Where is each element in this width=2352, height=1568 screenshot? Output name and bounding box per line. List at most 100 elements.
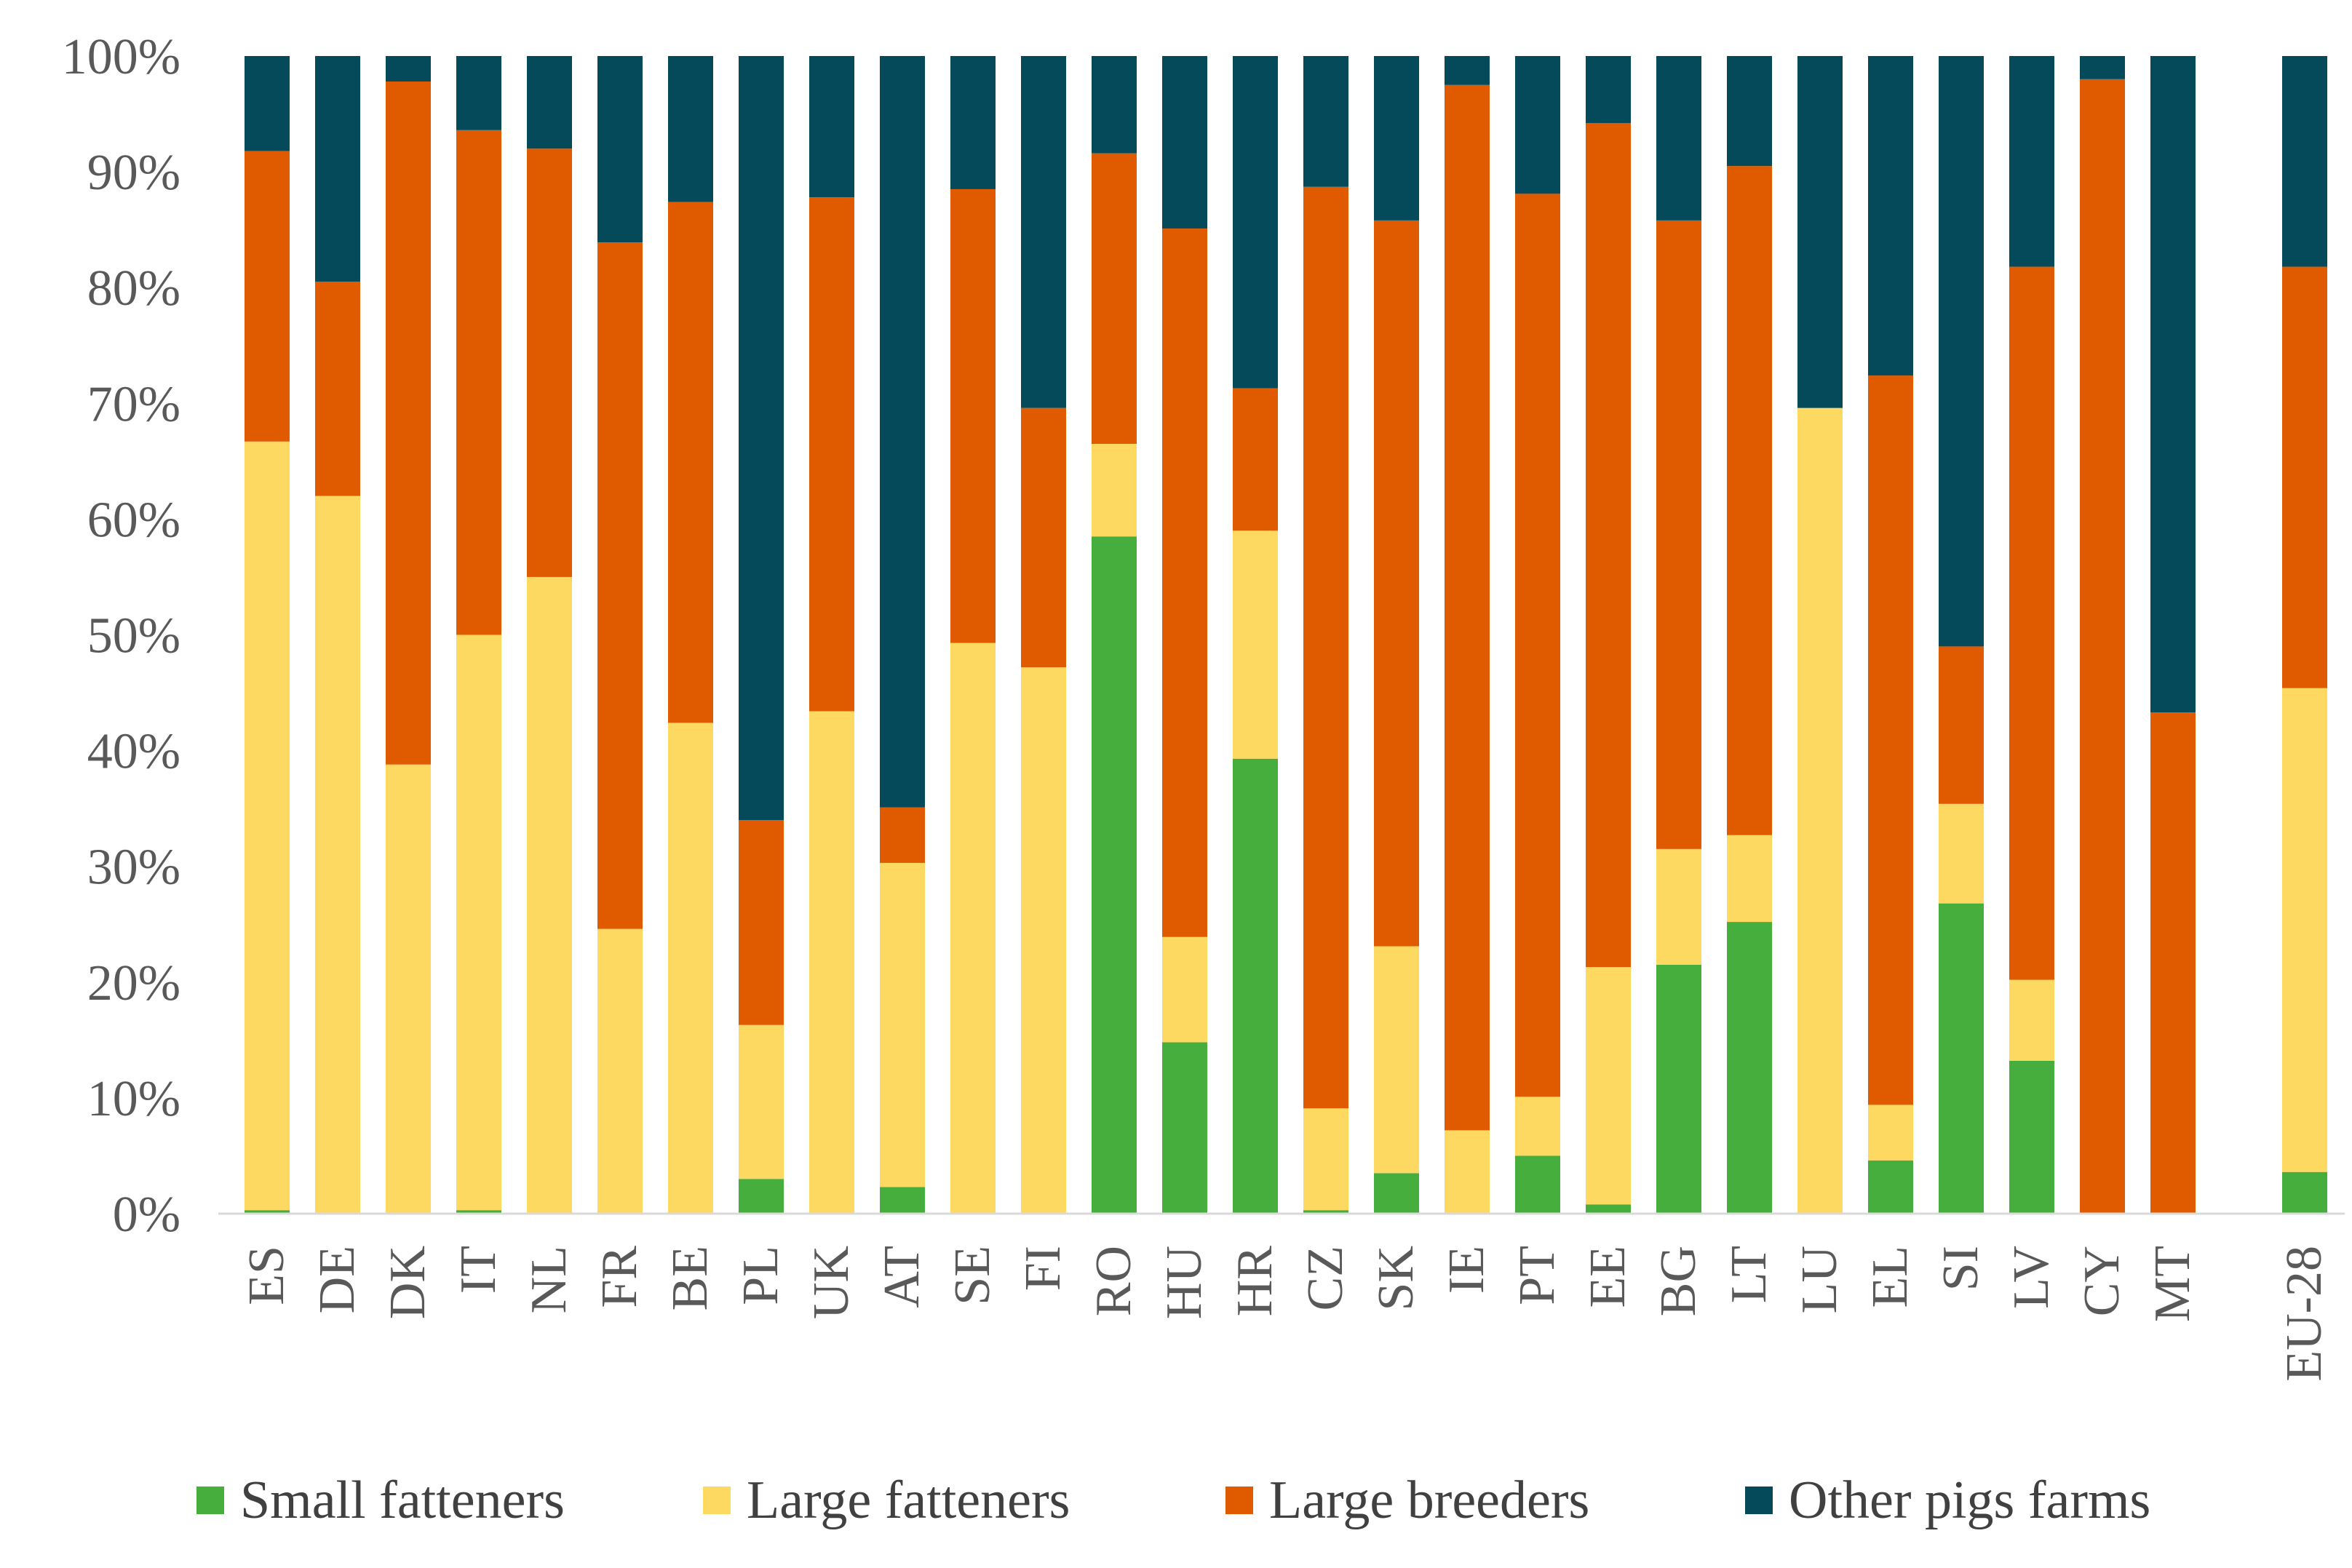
y-axis: 0% 10% 20% 30% 40% 50% 60% 70% 80% 90% 100% [62, 29, 180, 1243]
bar-ie-large-fatteners [1445, 1130, 1490, 1214]
x-tick-label: SE [945, 1246, 1001, 1305]
bar-dk-large-fatteners [386, 764, 431, 1214]
bar-it-large-fatteners [456, 634, 501, 1211]
bar-fr-large-fatteners [597, 928, 643, 1214]
bars-layer [245, 56, 2327, 1214]
bar-uk-other-pigs-farms [809, 56, 854, 198]
x-tick-label: NL [521, 1246, 577, 1313]
bar-de-large-fatteners [315, 496, 360, 1214]
bar-lt-small-fatteners [1727, 922, 1772, 1214]
legend-label: Small fatteners [240, 1471, 565, 1530]
bar-si-small-fatteners [1939, 903, 1984, 1214]
legend-label: Other pigs farms [1789, 1471, 2150, 1530]
bar-hr-large-fatteners [1233, 530, 1278, 759]
bar-fr-other-pigs-farms [597, 56, 643, 243]
bar-ee-other-pigs-farms [1586, 56, 1631, 124]
bar-ro-large-fatteners [1092, 443, 1137, 537]
bar-eu-28-small-fatteners [2282, 1171, 2327, 1214]
x-tick-label: UK [803, 1246, 859, 1319]
bar-es-large-breeders [245, 151, 290, 442]
legend: Small fatteners Large fatteners Large bree… [196, 1471, 2150, 1530]
bar-it-other-pigs-farms [456, 56, 501, 130]
x-tick-label: HU [1156, 1246, 1212, 1319]
x-tick-label: CY [2074, 1246, 2130, 1316]
bar-lv-other-pigs-farms [2009, 56, 2054, 267]
bar-de-large-breeders [315, 282, 360, 496]
bar-ee-large-fatteners [1586, 967, 1631, 1205]
bar-uk-large-breeders [809, 197, 854, 712]
bar-pt-large-breeders [1515, 194, 1560, 1097]
bar-ro-other-pigs-farms [1092, 56, 1137, 154]
bar-pl-large-fatteners [739, 1024, 784, 1179]
x-tick-label: BE [662, 1246, 718, 1310]
bar-pl-small-fatteners [739, 1179, 784, 1214]
x-tick-label: HR [1227, 1246, 1283, 1317]
bar-ee-small-fatteners [1586, 1204, 1631, 1214]
y-tick-label: 50% [87, 608, 180, 664]
bar-cz-large-fatteners [1303, 1108, 1348, 1211]
bar-es-large-fatteners [245, 441, 290, 1211]
y-tick-label: 40% [87, 724, 180, 780]
x-tick-label: LU [1792, 1246, 1848, 1313]
bar-lv-small-fatteners [2009, 1060, 2054, 1214]
x-tick-label: LV [2003, 1246, 2059, 1309]
bar-sk-small-fatteners [1374, 1173, 1419, 1214]
bar-eu-28-large-fatteners [2282, 688, 2327, 1172]
bar-hr-large-breeders [1233, 388, 1278, 531]
y-tick-label: 100% [62, 29, 180, 85]
bar-dk-other-pigs-farms [386, 56, 431, 82]
bar-ee-large-breeders [1586, 123, 1631, 968]
bar-fr-large-breeders [597, 242, 643, 929]
bar-el-small-fatteners [1868, 1160, 1913, 1214]
bar-si-large-fatteners [1939, 803, 1984, 904]
x-tick-label: SI [1933, 1246, 1989, 1291]
x-tick-label: FI [1015, 1246, 1071, 1291]
bar-ro-large-breeders [1092, 153, 1137, 444]
bar-sk-other-pigs-farms [1374, 56, 1419, 220]
bar-at-small-fatteners [880, 1187, 925, 1214]
bar-sk-large-breeders [1374, 220, 1419, 947]
bar-fi-large-breeders [1021, 407, 1066, 668]
x-tick-label: LT [1721, 1246, 1777, 1303]
bar-cy-large-breeders [2080, 79, 2125, 1214]
legend-swatch [703, 1487, 731, 1514]
bar-dk-large-breeders [386, 81, 431, 765]
bar-nl-large-fatteners [527, 576, 572, 1214]
bar-mt-other-pigs-farms [2150, 56, 2196, 713]
bar-bg-large-breeders [1656, 220, 1701, 849]
x-tick-label: SK [1368, 1246, 1424, 1310]
bar-hr-other-pigs-farms [1233, 56, 1278, 389]
bar-sk-large-fatteners [1374, 946, 1419, 1174]
bar-hu-large-fatteners [1162, 936, 1207, 1043]
x-tick-label: EU-28 [2276, 1246, 2332, 1382]
legend-swatch [196, 1487, 224, 1514]
bar-hu-large-breeders [1162, 228, 1207, 937]
bar-be-large-breeders [668, 202, 713, 723]
bar-ro-small-fatteners [1092, 536, 1137, 1214]
bar-lv-large-fatteners [2009, 979, 2054, 1061]
bar-se-large-fatteners [950, 642, 996, 1214]
bar-lu-other-pigs-farms [1797, 56, 1843, 408]
x-tick-label: FR [592, 1246, 648, 1308]
y-tick-label: 10% [87, 1071, 180, 1127]
bar-it-small-fatteners [456, 1210, 501, 1214]
y-tick-label: 30% [87, 840, 180, 896]
y-tick-label: 60% [87, 492, 180, 548]
x-tick-label: EL [1862, 1246, 1918, 1308]
x-tick-label: EE [1580, 1246, 1636, 1308]
bar-eu-28-other-pigs-farms [2282, 56, 2327, 267]
bar-el-large-fatteners [1868, 1105, 1913, 1161]
bar-lt-other-pigs-farms [1727, 56, 1772, 167]
bar-cy-other-pigs-farms [2080, 56, 2125, 79]
bar-fi-large-fatteners [1021, 667, 1066, 1214]
x-tick-label: AT [874, 1246, 930, 1308]
x-tick-label: ES [239, 1246, 295, 1305]
bar-be-other-pigs-farms [668, 56, 713, 202]
bar-si-large-breeders [1939, 646, 1984, 804]
bar-nl-large-breeders [527, 148, 572, 577]
bar-cz-other-pigs-farms [1303, 56, 1348, 187]
bar-hu-other-pigs-farms [1162, 56, 1207, 229]
legend-item-other-pigs-farms: Other pigs farms [1745, 1471, 2150, 1530]
bar-es-small-fatteners [245, 1210, 290, 1214]
